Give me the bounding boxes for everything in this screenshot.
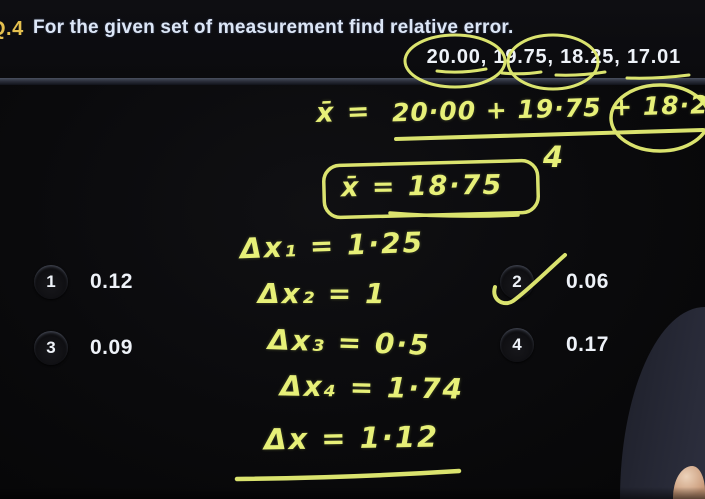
- option-2[interactable]: 2 0.06: [500, 265, 609, 299]
- option-1-value: 0.12: [90, 270, 133, 293]
- option-3-value: 0.09: [90, 336, 133, 359]
- deviation-3: Δx₃ = 0·5: [267, 323, 432, 362]
- deviation-2: Δx₂ = 1: [258, 277, 387, 310]
- option-2-value: 0.06: [566, 270, 609, 293]
- option-3-number-badge: 3: [34, 331, 68, 365]
- mean-formula-denominator: 4: [543, 140, 566, 174]
- mean-formula-numerator: 20·00 + 19·75 + 18·25: [391, 89, 705, 128]
- annotation-fraction-bar: [394, 128, 705, 141]
- option-1[interactable]: 1 0.12: [34, 265, 133, 299]
- deviation-1: Δx₁ = 1·25: [239, 225, 425, 266]
- option-1-number-badge: 1: [34, 265, 68, 299]
- question-text: For the given set of measurement find re…: [33, 17, 514, 38]
- option-4-value: 0.17: [566, 333, 609, 356]
- mean-result: x̄ = 18·75: [340, 169, 504, 204]
- annotation-result-underline: [388, 211, 520, 218]
- bottom-vignette: [0, 487, 705, 499]
- annotation-final-underline: [234, 468, 462, 482]
- question-number: Q.4: [0, 18, 24, 40]
- header-divider: [0, 78, 705, 85]
- option-4[interactable]: 4 0.17: [500, 328, 609, 362]
- measurement-values: 20.00, 19.75, 18.25, 17.01: [426, 46, 681, 68]
- option-2-number-badge: 2: [500, 265, 534, 299]
- option-4-number-badge: 4: [500, 328, 534, 362]
- mean-absolute-deviation: Δx = 1·12: [263, 419, 440, 457]
- option-3[interactable]: 3 0.09: [34, 331, 133, 365]
- question-header: Q.4 For the given set of measurement fin…: [0, 0, 705, 78]
- mean-formula-lhs: x̄ =: [315, 96, 372, 129]
- deviation-4: Δx₄ = 1·74: [279, 369, 465, 406]
